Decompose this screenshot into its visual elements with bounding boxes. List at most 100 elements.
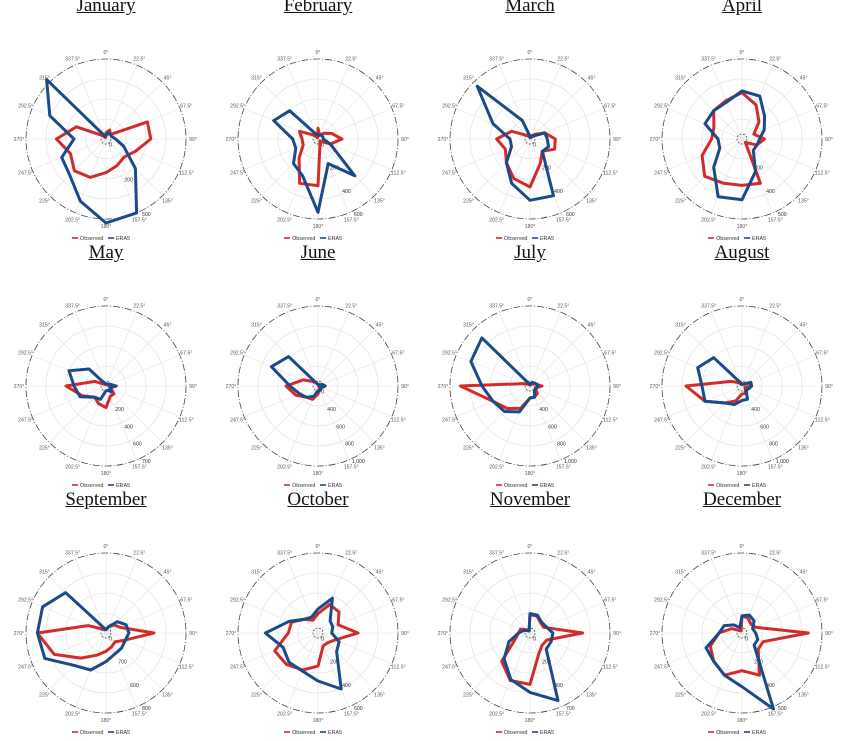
grid-spoke	[529, 632, 605, 664]
direction-label: 157.5°	[556, 217, 571, 223]
direction-label: 247.5°	[18, 170, 33, 176]
radial-tick-label: 800	[769, 442, 778, 448]
direction-label: 90°	[613, 137, 621, 143]
direction-label: 202.5°	[701, 464, 716, 470]
direction-label: 180°	[313, 718, 324, 724]
radial-tick-label: 400	[342, 683, 351, 689]
wind-rose-panel-may: May 0° 22.5° 45° 67.5° 90° 112.5° 135° 157.5° 180…	[0, 242, 212, 494]
radial-tick-label: 700	[566, 706, 575, 712]
direction-label: 157.5°	[344, 217, 359, 223]
legend-label-observed: Observed	[716, 730, 739, 736]
direction-label: 135°	[374, 446, 385, 452]
direction-label: 67.5°	[392, 104, 404, 110]
radial-tick-label: 700	[118, 660, 127, 666]
grid-spoke	[499, 632, 531, 708]
panel-title: January	[76, 0, 136, 16]
grid-spoke	[529, 355, 605, 387]
direction-label: 337.5°	[701, 57, 716, 63]
direction-label: 67.5°	[816, 104, 828, 110]
radial-tick-label: 600	[354, 706, 363, 712]
direction-label: 202.5°	[65, 217, 80, 223]
grid-spoke	[499, 385, 531, 461]
direction-label: 337.5°	[277, 551, 292, 557]
wind-rose-panel-june: June 0° 22.5° 45° 67.5° 90° 112.5° 135° 157.5° 18…	[212, 242, 424, 494]
series-era5	[45, 78, 139, 225]
radial-tick-label: 1,000	[352, 459, 365, 465]
direction-label: 90°	[189, 631, 197, 637]
direction-label: 0°	[740, 297, 745, 303]
direction-label: 247.5°	[654, 417, 669, 423]
direction-label: 292.5°	[18, 104, 33, 110]
direction-label: 315°	[463, 75, 474, 81]
grid-spoke	[105, 632, 181, 664]
direction-label: 270°	[226, 384, 237, 390]
direction-label: 157.5°	[132, 464, 147, 470]
series-era5	[35, 591, 131, 672]
direction-label: 157.5°	[556, 711, 571, 717]
grid-spoke	[317, 138, 375, 196]
direction-label: 270°	[438, 631, 449, 637]
radial-tick-label: 200	[330, 166, 339, 172]
grid-spoke	[105, 385, 163, 443]
panel-title: October	[287, 489, 349, 510]
grid-spoke	[711, 558, 743, 634]
grid-spoke	[287, 64, 319, 140]
direction-label: 180°	[737, 471, 748, 477]
direction-label: 337.5°	[489, 551, 504, 557]
radial-tick-label: 400	[554, 683, 563, 689]
legend-label-era5: ERA5	[540, 483, 554, 489]
grid-spoke	[105, 138, 137, 214]
legend-label-observed: Observed	[292, 236, 315, 242]
panel-title: March	[505, 0, 555, 16]
grid-spoke	[105, 385, 181, 417]
wind-rose-panel-february: February 0° 22.5° 45° 67.5° 90° 112.5° 135° 157.…	[212, 0, 424, 247]
direction-label: 157.5°	[132, 217, 147, 223]
direction-label: 90°	[189, 384, 197, 390]
grid-spoke	[317, 576, 375, 634]
grid-spoke	[317, 602, 393, 634]
grid-spoke	[75, 311, 107, 387]
grid-spoke	[529, 82, 587, 140]
direction-label: 0°	[316, 297, 321, 303]
grid-spoke	[317, 311, 349, 387]
direction-label: 247.5°	[654, 170, 669, 176]
direction-label: 202.5°	[65, 711, 80, 717]
direction-label: 112.5°	[179, 664, 194, 670]
grid-spoke	[455, 602, 531, 634]
direction-label: 45°	[588, 569, 596, 575]
grid-spoke	[31, 385, 107, 417]
direction-label: 135°	[798, 446, 809, 452]
legend-label-observed: Observed	[504, 236, 527, 242]
direction-label: 135°	[374, 199, 385, 205]
direction-label: 292.5°	[654, 104, 669, 110]
grid-spoke	[317, 632, 393, 664]
legend: Observed ERA5	[708, 483, 766, 489]
radial-tick-label: 200	[330, 660, 339, 666]
direction-label: 270°	[650, 631, 661, 637]
radial-tick-label: 200	[754, 166, 763, 172]
direction-label: 270°	[438, 137, 449, 143]
grid-spoke	[529, 329, 587, 387]
direction-label: 180°	[101, 718, 112, 724]
polar-plot: 0° 22.5° 45° 67.5° 90° 112.5° 135° 157.5° 180° 20…	[650, 297, 833, 489]
radial-tick-label: 500	[778, 212, 787, 218]
direction-label: 292.5°	[442, 104, 457, 110]
polar-plot: 0° 22.5° 45° 67.5° 90° 112.5° 135° 157.5° 180° 20…	[14, 50, 197, 242]
legend-label-observed: Observed	[716, 236, 739, 242]
direction-label: 45°	[588, 75, 596, 81]
direction-label: 292.5°	[18, 351, 33, 357]
direction-label: 67.5°	[604, 598, 616, 604]
direction-label: 112.5°	[815, 664, 830, 670]
direction-label: 315°	[251, 322, 262, 328]
direction-label: 247.5°	[230, 170, 245, 176]
grid-spoke	[741, 311, 773, 387]
direction-label: 337.5°	[65, 551, 80, 557]
grid-spoke	[49, 138, 107, 196]
direction-label: 225°	[39, 199, 50, 205]
direction-label: 337.5°	[701, 551, 716, 557]
grid-spoke	[529, 385, 605, 417]
direction-label: 112.5°	[603, 417, 618, 423]
direction-label: 45°	[164, 75, 172, 81]
direction-label: 225°	[463, 199, 474, 205]
